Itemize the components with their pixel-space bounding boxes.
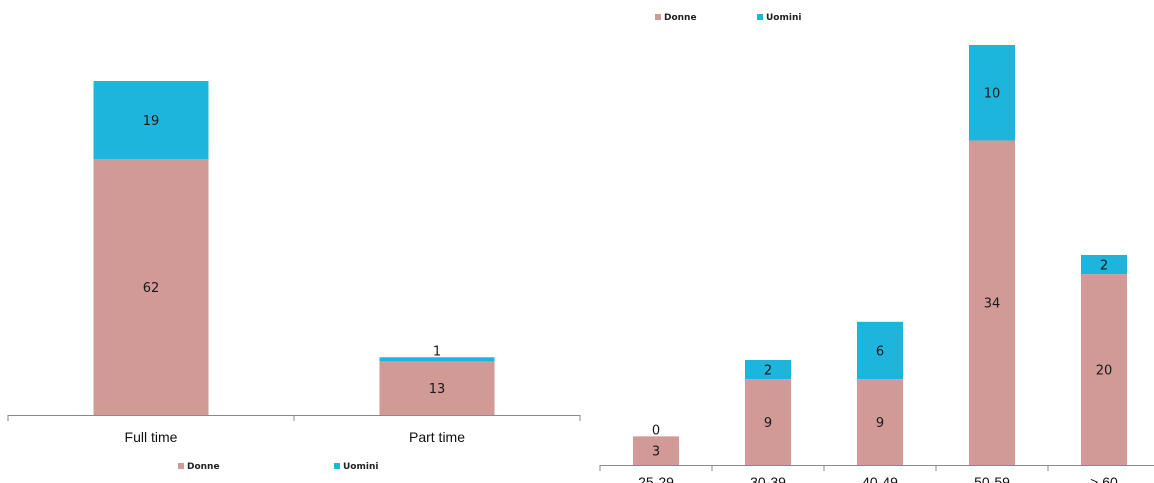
data-label-uomini-full-time: 19 <box>143 114 160 129</box>
chart-employment-type: 62 19 Full time 13 1 Part time Donne Uomini <box>7 81 581 472</box>
bar-donne-50-59 <box>969 140 1015 466</box>
bar-donne-25-29 <box>633 436 679 465</box>
legend-label-uomini: Uomini <box>343 462 378 472</box>
legend-swatch-donne <box>178 463 184 469</box>
bar-donne-30-39 <box>745 379 791 465</box>
data-label-uomini-50-59: 10 <box>984 87 1001 102</box>
x-tick-label-full-time: Full time <box>125 429 178 445</box>
bar-uomini-30-39 <box>745 360 791 380</box>
bar-donne-part-time <box>379 361 495 415</box>
data-label-uomini-60: 2 <box>1100 259 1108 274</box>
x-tick-label-60: > 60 <box>1090 474 1118 483</box>
data-label-donne-30-39: 9 <box>764 416 772 431</box>
legend-swatch-donne <box>655 14 661 20</box>
data-label-donne-60: 20 <box>1096 364 1113 379</box>
x-tick-label-25-29: 25-29 <box>638 474 674 483</box>
x-tick-label-30-39: 30-39 <box>750 474 786 483</box>
bar-donne-full-time <box>93 159 209 415</box>
data-label-uomini-25-29: 0 <box>652 423 660 438</box>
legend-label-donne: Donne <box>187 462 220 472</box>
data-label-donne-25-29: 3 <box>652 445 660 460</box>
bar-uomini-part-time <box>379 357 495 362</box>
bar-donne-40-49 <box>857 379 903 465</box>
data-label-uomini-40-49: 6 <box>876 344 884 359</box>
data-label-uomini-30-39: 2 <box>764 364 772 379</box>
bar-uomini-full-time <box>93 81 209 160</box>
bar-donne-60 <box>1081 274 1127 465</box>
data-label-uomini-part-time: 1 <box>433 344 441 359</box>
data-label-donne-part-time: 13 <box>429 382 446 397</box>
x-tick-label-40-49: 40-49 <box>862 474 898 483</box>
bar-uomini-50-59 <box>969 45 1015 141</box>
legend-label-uomini: Uomini <box>766 13 801 23</box>
data-label-donne-40-49: 9 <box>876 416 884 431</box>
bar-uomini-40-49 <box>857 321 903 380</box>
x-tick-label-part-time: Part time <box>409 429 465 445</box>
legend-swatch-uomini <box>334 463 340 469</box>
x-tick-label-50-59: 50-59 <box>974 474 1010 483</box>
bar-uomini-60 <box>1081 255 1127 275</box>
legend-swatch-uomini <box>757 14 763 20</box>
data-label-donne-full-time: 62 <box>143 281 160 296</box>
chart-age-groups: 3 0 25-29 9 2 30-39 9 6 40-49 34 10 50-59 20 2 > 60 Don… <box>599 13 1154 483</box>
legend-label-donne: Donne <box>664 13 697 23</box>
data-label-donne-50-59: 34 <box>984 297 1001 312</box>
